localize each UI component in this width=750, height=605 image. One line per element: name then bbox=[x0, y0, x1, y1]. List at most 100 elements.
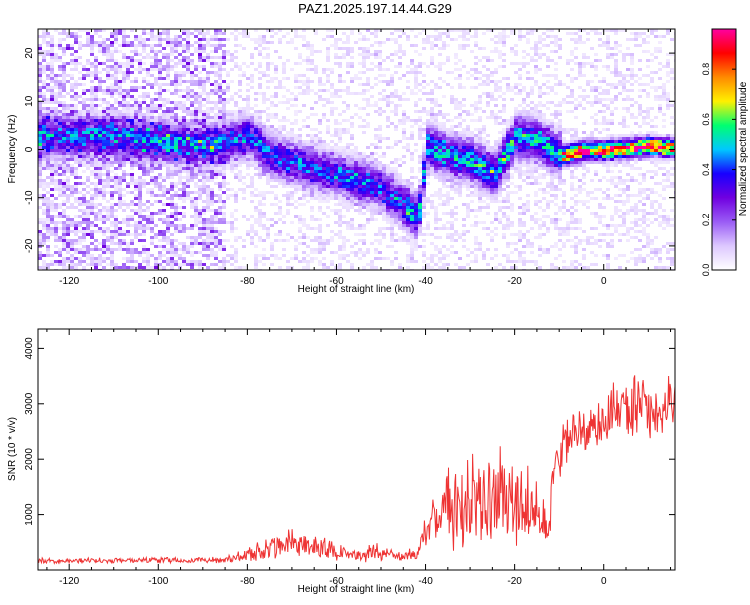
spectrogram-cell bbox=[218, 239, 222, 242]
spectrogram-cell bbox=[130, 248, 134, 251]
spectrogram-cell bbox=[234, 257, 238, 260]
spectrogram-cell bbox=[38, 266, 42, 269]
spectrogram-cell bbox=[158, 71, 162, 74]
spectrogram-cell bbox=[386, 185, 390, 188]
spectrogram-cell bbox=[262, 263, 266, 266]
spectrogram-cell bbox=[318, 152, 322, 155]
spectrogram-cell bbox=[182, 110, 186, 113]
spectrogram-cell bbox=[430, 233, 434, 236]
spectrogram-cell bbox=[402, 191, 406, 194]
spectrogram-cell bbox=[90, 80, 94, 83]
spectrogram-cell bbox=[102, 41, 106, 44]
spectrogram-cell bbox=[330, 170, 334, 173]
spectrogram-cell bbox=[222, 92, 226, 95]
spectrogram-cell bbox=[178, 140, 182, 143]
spectrogram-cell bbox=[114, 242, 118, 245]
spectrogram-cell bbox=[194, 170, 198, 173]
spectrogram-cell bbox=[402, 122, 406, 125]
spectrogram-cell bbox=[194, 146, 198, 149]
spectrogram-cell bbox=[78, 35, 82, 38]
spectrogram-cell bbox=[290, 179, 294, 182]
spectrogram-cell bbox=[230, 32, 234, 35]
spectrogram-cell bbox=[70, 95, 74, 98]
spectrogram-cell bbox=[154, 77, 158, 80]
spectrogram-cell bbox=[118, 206, 122, 209]
spectrogram-cell bbox=[94, 266, 98, 269]
spectrogram-cell bbox=[66, 62, 70, 65]
spectrogram-cell bbox=[186, 173, 190, 176]
spectrogram-cell bbox=[154, 179, 158, 182]
spectrogram-cell bbox=[262, 98, 266, 101]
spectrogram-cell bbox=[202, 38, 206, 41]
spectrogram-cell bbox=[218, 212, 222, 215]
spectrogram-cell bbox=[122, 53, 126, 56]
spectrogram-cell bbox=[342, 110, 346, 113]
spectrogram-cell bbox=[354, 227, 358, 230]
spectrogram-cell bbox=[426, 221, 430, 224]
spectrogram-cell bbox=[114, 146, 118, 149]
spectrogram-cell bbox=[110, 206, 114, 209]
spectrogram-cell bbox=[42, 182, 46, 185]
spectrogram-cell bbox=[82, 155, 86, 158]
spectrogram-cell bbox=[326, 56, 330, 59]
spectrogram-cell bbox=[134, 203, 138, 206]
spectrogram-cell bbox=[414, 119, 418, 122]
spectrogram-cell bbox=[246, 143, 250, 146]
spectrogram-cell bbox=[54, 251, 58, 254]
spectrogram-cell bbox=[318, 230, 322, 233]
spectrogram-cell bbox=[94, 56, 98, 59]
spectrogram-cell bbox=[90, 119, 94, 122]
spectrogram-cell bbox=[126, 35, 130, 38]
spectrogram-cell bbox=[106, 263, 110, 266]
spectrogram-cell bbox=[198, 167, 202, 170]
spectrogram-cell bbox=[306, 59, 310, 62]
spectrogram-cell bbox=[426, 152, 430, 155]
spectrogram-cell bbox=[362, 242, 366, 245]
spectrogram-cell bbox=[298, 215, 302, 218]
spectrogram-cell bbox=[90, 41, 94, 44]
spectrogram-cell bbox=[142, 158, 146, 161]
spectrogram-cell bbox=[50, 128, 54, 131]
spectrogram-cell bbox=[50, 101, 54, 104]
spectrogram-cell bbox=[222, 38, 226, 41]
spectrogram-cell bbox=[74, 59, 78, 62]
spectrogram-cell bbox=[198, 188, 202, 191]
spectrogram-cell bbox=[342, 248, 346, 251]
spectrogram-cell bbox=[238, 83, 242, 86]
spectrogram-cell bbox=[166, 101, 170, 104]
spectrogram-cell bbox=[114, 182, 118, 185]
spectrogram-cell bbox=[130, 56, 134, 59]
spectrogram-cell bbox=[294, 113, 298, 116]
spectrogram-cell bbox=[186, 227, 190, 230]
spectrogram-cell bbox=[58, 131, 62, 134]
spectrogram-cell bbox=[150, 119, 154, 122]
spectrogram-cell bbox=[270, 131, 274, 134]
spectrogram-cell bbox=[226, 146, 230, 149]
spectrogram-cell bbox=[298, 260, 302, 263]
spectrogram-cell bbox=[198, 92, 202, 95]
spectrogram-cell bbox=[214, 38, 218, 41]
spectrogram-cell bbox=[50, 209, 54, 212]
spectrogram-cell bbox=[78, 56, 82, 59]
spectrogram-cell bbox=[238, 122, 242, 125]
spectrogram-cell bbox=[142, 125, 146, 128]
spectrogram-cell bbox=[178, 212, 182, 215]
spectrogram-cell bbox=[378, 170, 382, 173]
spectrogram-cell bbox=[162, 53, 166, 56]
spectrogram-cell bbox=[270, 80, 274, 83]
spectrogram-cell bbox=[194, 152, 198, 155]
spectrogram-cell bbox=[206, 200, 210, 203]
spectrogram-cell bbox=[302, 164, 306, 167]
spectrogram-cell bbox=[218, 134, 222, 137]
spectrogram-cell bbox=[94, 134, 98, 137]
spectrogram-cell bbox=[162, 191, 166, 194]
spectrogram-cell bbox=[358, 185, 362, 188]
spectrogram-cell bbox=[154, 185, 158, 188]
spectrogram-cell bbox=[74, 251, 78, 254]
spectrogram-cell bbox=[118, 164, 122, 167]
spectrogram-cell bbox=[66, 194, 70, 197]
spectrogram-cell bbox=[350, 155, 354, 158]
spectrogram-cell bbox=[50, 188, 54, 191]
spectrogram-cell bbox=[306, 44, 310, 47]
spectrogram-cell bbox=[134, 236, 138, 239]
